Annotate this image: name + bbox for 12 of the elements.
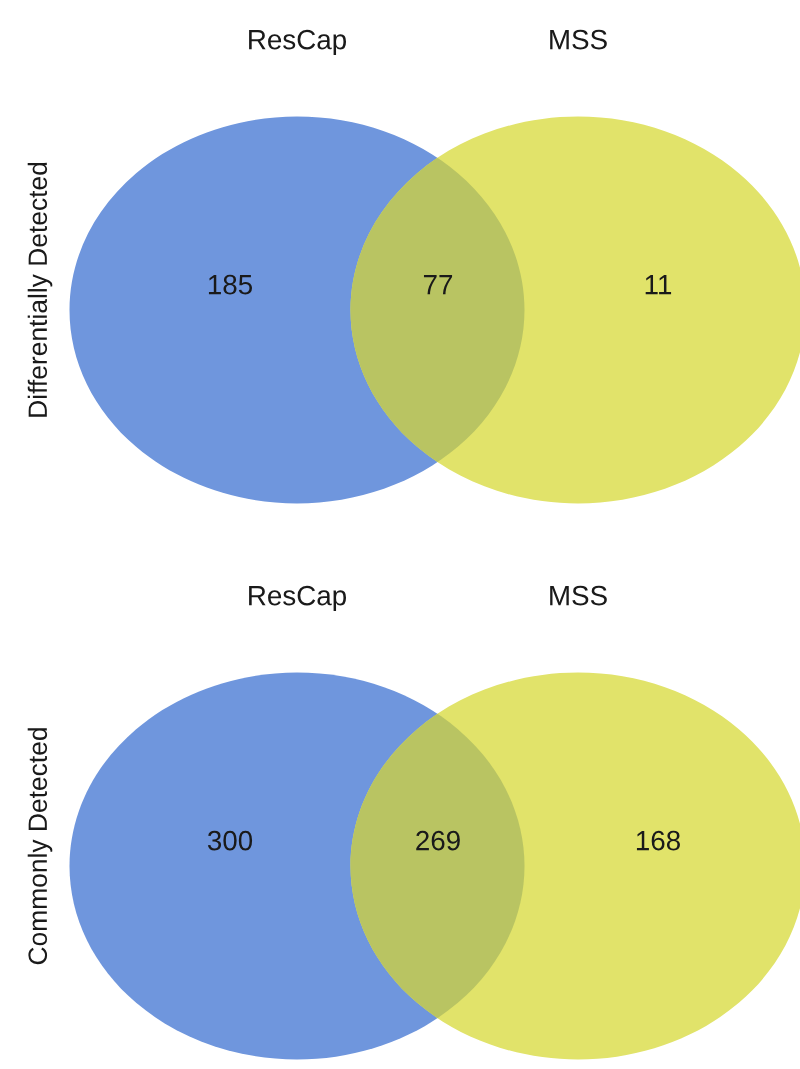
data-label: 77 [423, 275, 453, 295]
data-label: 11 [645, 275, 672, 295]
data-label: 185 [208, 274, 253, 295]
category-label: MSS [550, 585, 607, 606]
data-label: 168 [636, 830, 680, 851]
data-label: 300 [207, 830, 253, 851]
text: Commonly Detected [27, 728, 53, 965]
text: Differentially Detected [27, 162, 53, 417]
category-label: MSS [550, 29, 607, 50]
category-label: ResCap [249, 585, 347, 611]
data-label: 269 [416, 830, 460, 851]
category-label: ResCap [249, 29, 347, 55]
